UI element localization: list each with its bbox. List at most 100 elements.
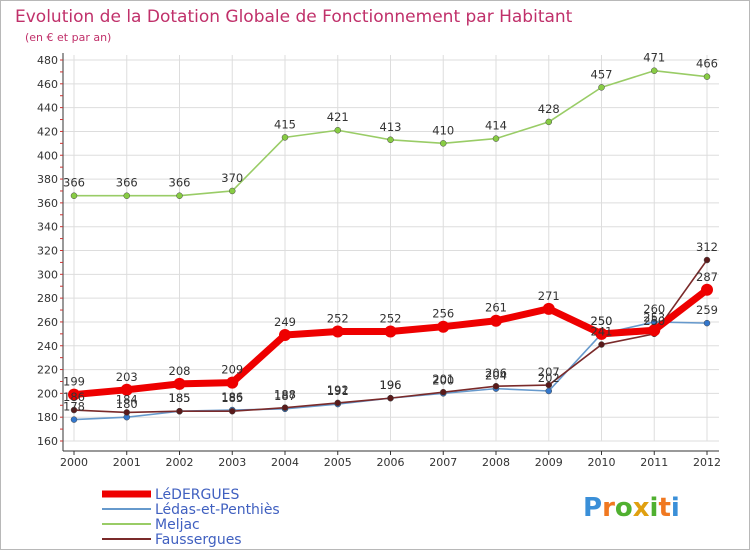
data-label-ledergues: 287 [696,270,718,284]
data-point-meljac [492,135,500,142]
y-tick-label: 280 [37,292,58,305]
data-label-faussergues: 192 [327,383,349,397]
grid [63,55,719,442]
data-label-meljac: 366 [116,176,138,190]
data-label-ledergues: 203 [116,370,138,384]
x-tick-label: 2003 [218,456,246,469]
data-point-faussergues [229,407,236,415]
data-point-faussergues [545,381,552,389]
data-point-ledas-et-penthies [545,387,552,395]
data-label-faussergues: 312 [696,240,718,254]
data-point-faussergues [70,406,78,414]
data-label-ledas-et-penthies: 191 [327,384,349,398]
data-point-faussergues [387,394,394,402]
y-tick-label: 320 [37,245,58,258]
data-label-meljac: 414 [485,119,507,133]
data-point-meljac [281,134,289,141]
data-label-faussergues: 184 [116,392,138,406]
data-point-ledergues [226,376,239,389]
data-label-meljac: 457 [591,67,613,81]
y-tick-label: 300 [37,268,58,281]
data-label-ledergues: 253 [643,310,665,324]
data-label-ledas-et-penthies: 178 [63,400,85,414]
data-point-meljac [703,73,711,80]
x-tick-label: 2010 [588,456,616,469]
data-label-ledas-et-penthies: 202 [538,371,560,385]
data-label-faussergues: 188 [274,388,296,402]
logo-letter: o [615,493,633,523]
data-label-meljac: 415 [274,117,296,131]
logo-letter: x [633,493,650,523]
x-tick-label: 2002 [166,456,194,469]
x-tick-label: 2008 [482,456,510,469]
data-label-ledas-et-penthies: 259 [696,303,718,317]
data-point-faussergues [703,256,711,264]
x-tick-label: 2000 [60,456,88,469]
data-label-meljac: 466 [696,57,718,71]
legend-label-faussergues: Faussergues [155,532,242,548]
data-point-faussergues [492,382,500,390]
y-tick-label: 460 [37,78,58,91]
data-label-faussergues: 196 [380,378,402,392]
axes: 160 180 200 220 240 260 280 300 320 340 360 380 400 4… [37,53,721,469]
data-point-meljac [651,67,658,74]
data-label-faussergues: 206 [485,366,507,380]
y-tick-label: 260 [37,316,58,329]
data-label-ledergues: 252 [380,311,402,325]
data-label-faussergues: 250 [643,314,665,328]
data-point-ledergues [173,377,186,390]
data-label-ledas-et-penthies: 204 [485,369,507,383]
data-label-meljac: 370 [221,171,243,185]
data-point-faussergues [440,388,447,396]
data-label-faussergues: 185 [221,391,243,405]
y-tick-label: 420 [37,125,58,138]
data-point-ledergues [331,325,344,338]
y-tick-label: 200 [37,387,58,400]
data-point-ledergues [279,329,291,342]
logo-letter: i [671,493,680,523]
data-point-ledas-et-penthies [703,319,711,327]
x-tick-label: 2005 [324,456,352,469]
logo-letter: t [658,493,670,523]
y-tick-label: 220 [37,364,58,377]
data-label-ledas-et-penthies: 260 [643,302,665,316]
data-label-meljac: 428 [538,102,560,116]
data-label-ledergues: 256 [432,307,454,321]
x-tick-label: 2006 [377,456,405,469]
x-tick-label: 2004 [271,456,299,469]
data-label-meljac: 366 [169,176,191,190]
y-tick-label: 360 [37,197,58,210]
data-label-faussergues: 207 [538,365,560,379]
data-point-meljac [440,140,447,147]
legend-label-meljac: Meljac [155,517,200,533]
legend-label-ledas-et-penthies: Lédas-et-Penthiès [155,502,280,518]
data-label-ledas-et-penthies: 185 [169,391,191,405]
data-label-meljac: 413 [380,120,402,134]
data-point-ledergues [595,327,608,340]
data-label-ledas-et-penthies: 186 [221,390,243,404]
y-tick-label: 240 [37,340,58,353]
data-point-ledergues [68,388,80,401]
data-point-meljac [334,126,341,134]
y-tick-label: 400 [37,149,58,162]
logo-letter: r [602,493,615,523]
data-point-ledergues [384,325,397,338]
data-label-ledas-et-penthies: 196 [380,378,402,392]
data-label-ledas-et-penthies: 187 [274,389,296,403]
data-point-meljac [70,192,78,199]
y-tick-label: 160 [37,435,58,448]
chart-title: Evolution de la Dotation Globale de Fonc… [15,7,573,27]
data-label-ledergues: 208 [169,364,191,378]
data-label-ledergues: 199 [63,375,85,389]
y-tick-label: 340 [37,221,58,234]
x-tick-label: 2001 [113,456,141,469]
data-label-ledas-et-penthies: 180 [116,397,138,411]
logo-letter: P [583,493,602,523]
data-label-ledergues: 271 [538,289,560,303]
legend-label-ledergues: LéDERGUES [155,487,239,503]
x-tick-label: 2011 [640,456,668,469]
data-point-meljac [598,84,605,91]
y-tick-label: 440 [37,102,58,115]
